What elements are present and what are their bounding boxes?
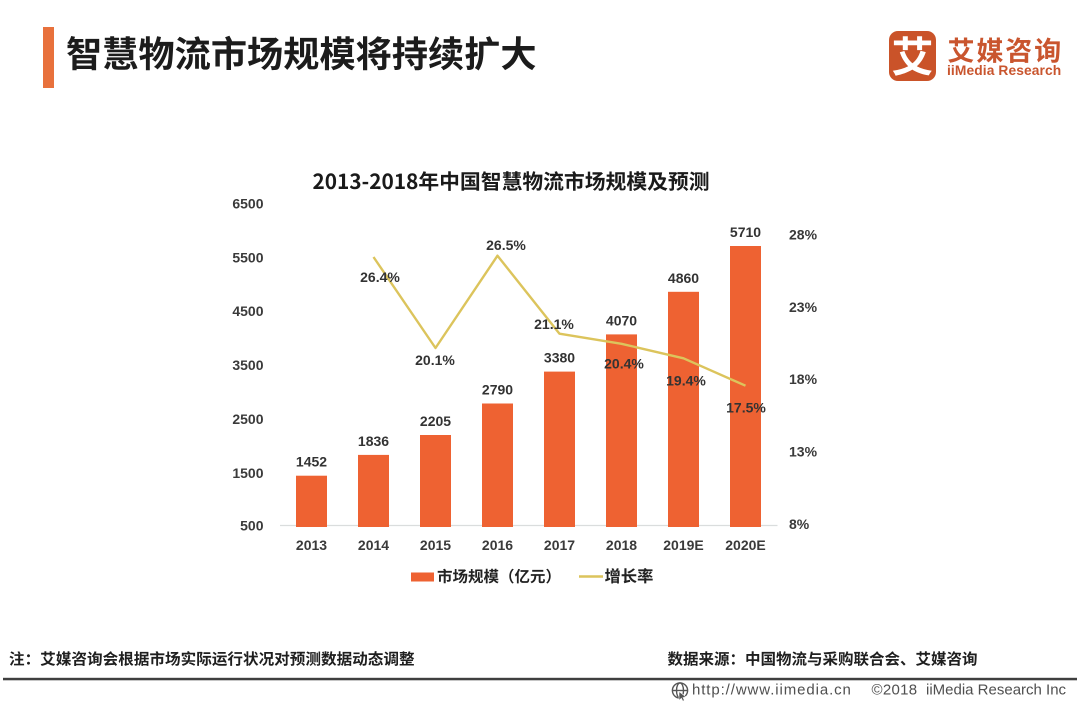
svg-text:2017: 2017 <box>544 537 575 553</box>
svg-text:26.4%: 26.4% <box>360 269 400 285</box>
svg-text:4070: 4070 <box>606 312 637 328</box>
svg-text:2013: 2013 <box>296 537 327 553</box>
svg-text:28%: 28% <box>789 226 818 242</box>
svg-text:18%: 18% <box>789 371 818 387</box>
svg-text:5500: 5500 <box>232 249 263 265</box>
svg-text:2015: 2015 <box>420 537 451 553</box>
svg-text:2016: 2016 <box>482 537 513 553</box>
svg-text:26.5%: 26.5% <box>486 237 526 253</box>
svg-text:2019E: 2019E <box>663 537 703 553</box>
svg-text:2018: 2018 <box>606 537 637 553</box>
svg-text:2790: 2790 <box>482 382 513 398</box>
svg-text:21.1%: 21.1% <box>534 316 574 332</box>
svg-text:8%: 8% <box>789 516 810 532</box>
svg-text:3380: 3380 <box>544 350 575 366</box>
svg-text:3500: 3500 <box>232 357 263 373</box>
svg-text:17.5%: 17.5% <box>726 400 766 416</box>
svg-text:13%: 13% <box>789 444 818 460</box>
svg-text:2014: 2014 <box>358 537 389 553</box>
svg-text:4860: 4860 <box>668 270 699 286</box>
svg-text:2500: 2500 <box>232 411 263 427</box>
svg-text:1452: 1452 <box>296 454 327 470</box>
svg-text:4500: 4500 <box>232 303 263 319</box>
svg-text:23%: 23% <box>789 299 818 315</box>
svg-text:6500: 6500 <box>232 195 263 211</box>
svg-text:20.4%: 20.4% <box>604 356 644 372</box>
svg-text:2205: 2205 <box>420 413 451 429</box>
svg-text:19.4%: 19.4% <box>666 373 706 389</box>
svg-text:20.1%: 20.1% <box>415 352 455 368</box>
svg-text:iiMedia Research: iiMedia Research <box>947 63 1061 78</box>
svg-text:2020E: 2020E <box>725 537 765 553</box>
svg-text:500: 500 <box>240 518 264 534</box>
svg-text:©2018: ©2018 <box>872 682 918 699</box>
svg-text:1836: 1836 <box>358 433 389 449</box>
svg-text:1500: 1500 <box>232 465 263 481</box>
svg-text:iiMedia Research Inc: iiMedia Research Inc <box>926 682 1067 699</box>
svg-text:http://www.iimedia.cn: http://www.iimedia.cn <box>692 682 852 699</box>
svg-text:5710: 5710 <box>730 224 761 240</box>
